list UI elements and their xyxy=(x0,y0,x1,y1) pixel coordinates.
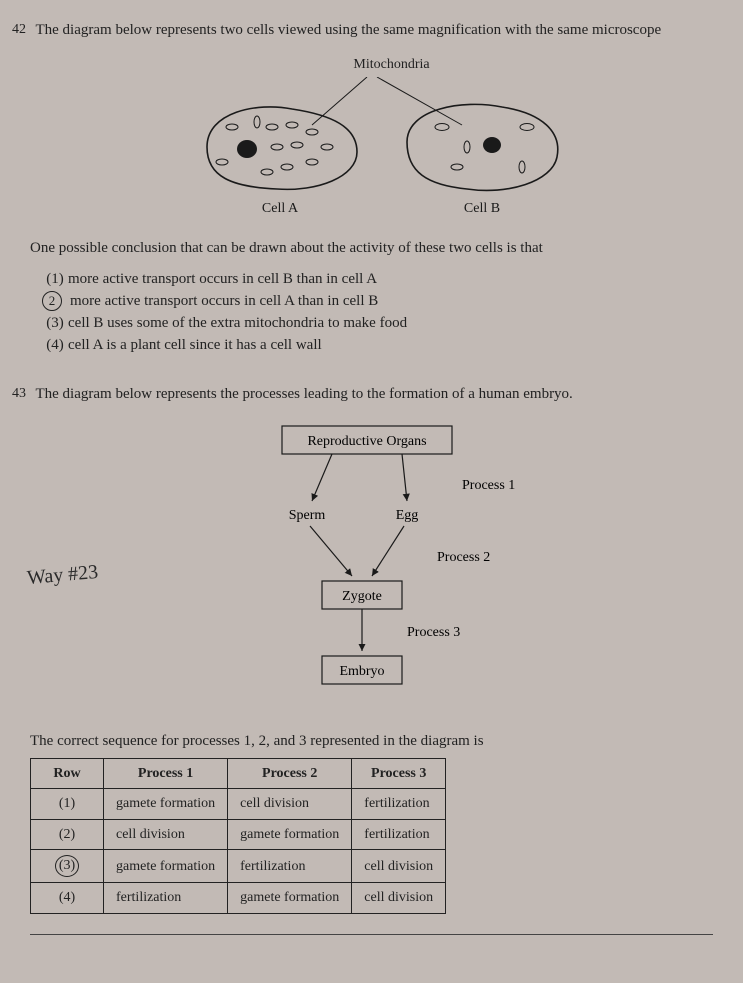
label-process3: Process 3 xyxy=(407,625,460,640)
table-row: (2) cell division gamete formation ferti… xyxy=(31,819,446,850)
section-divider xyxy=(30,934,713,935)
q42-option-3: (3) cell B uses some of the extra mitoch… xyxy=(42,313,713,334)
node-repro: Reproductive Organs xyxy=(307,434,426,449)
table-row: (3) gamete formation fertilization cell … xyxy=(31,850,446,883)
q42-number: 42 xyxy=(12,20,26,40)
q42-option-1: (1) more active transport occurs in cell… xyxy=(42,269,713,290)
q43-table-lead: The correct sequence for processes 1, 2,… xyxy=(30,731,713,752)
table-row: (4) fertilization gamete formation cell … xyxy=(31,883,446,914)
q42-prompt: The diagram below represents two cells v… xyxy=(35,22,661,38)
node-egg: Egg xyxy=(395,508,418,523)
q43-flow: Way #23 Reproductive Organs Process 1 Sp… xyxy=(182,421,562,721)
cell-b-label: Cell B xyxy=(463,201,499,216)
q43-number: 43 xyxy=(12,384,26,404)
label-process2: Process 2 xyxy=(437,550,490,565)
node-sperm: Sperm xyxy=(288,508,325,523)
mitochondria-label: Mitochondria xyxy=(70,55,713,75)
node-embryo: Embryo xyxy=(339,664,384,679)
cell-a-label: Cell A xyxy=(261,201,298,216)
q43-answer-table: Row Process 1 Process 2 Process 3 (1) ga… xyxy=(30,758,446,914)
flowchart-svg: Reproductive Organs Process 1 Sperm Egg … xyxy=(182,421,562,721)
q42-option-2: 2 more active transport occurs in cell A… xyxy=(42,291,713,312)
circled-answer: (3) xyxy=(55,855,79,877)
node-zygote: Zygote xyxy=(342,589,382,604)
handwritten-note: Way #23 xyxy=(25,558,98,592)
question-43: 43 The diagram below represents the proc… xyxy=(30,384,713,935)
table-header-row: Row Process 1 Process 2 Process 3 xyxy=(31,758,446,789)
question-42: 42 The diagram below represents two cell… xyxy=(30,20,713,356)
cell-b xyxy=(407,104,558,190)
q43-prompt: The diagram below represents the process… xyxy=(35,386,572,402)
table-row: (1) gamete formation cell division ferti… xyxy=(31,789,446,820)
label-process1: Process 1 xyxy=(462,478,515,493)
q42-option-4: (4) cell A is a plant cell since it has … xyxy=(42,335,713,356)
cells-svg: Cell A Cell B xyxy=(162,77,582,217)
q42-conclusion-lead: One possible conclusion that can be draw… xyxy=(30,238,713,259)
q42-options: (1) more active transport occurs in cell… xyxy=(42,269,713,356)
q42-diagram: Mitochondria xyxy=(30,55,713,224)
cell-a xyxy=(207,106,357,188)
